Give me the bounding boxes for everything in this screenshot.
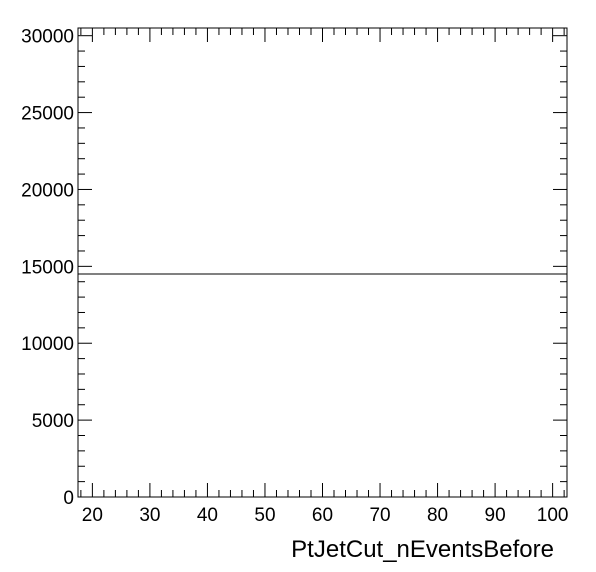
y-tick-label: 20000 [21, 180, 74, 201]
y-tick-label: 30000 [21, 27, 74, 48]
y-tick-label: 15000 [21, 257, 74, 278]
x-tick-label: 40 [197, 505, 218, 526]
plot-frame [77, 27, 568, 498]
x-tick-label: 20 [82, 505, 103, 526]
y-tick-label: 10000 [21, 334, 74, 355]
x-tick-labels: 20 30 40 50 60 70 80 90 100 [82, 505, 569, 526]
y-tick-labels: 0 5000 10000 15000 20000 25000 30000 [21, 27, 74, 509]
y-tick-label: 5000 [32, 411, 74, 432]
x-tick-label: 60 [312, 505, 333, 526]
x-tick-label: 90 [485, 505, 506, 526]
y-tick-label: 0 [63, 488, 74, 509]
x-tick-label: 30 [139, 505, 160, 526]
x-tick-label: 100 [537, 505, 569, 526]
x-axis-title: PtJetCut_nEventsBefore [291, 536, 554, 563]
minor-ticks [78, 28, 567, 497]
y-tick-label: 25000 [21, 104, 74, 125]
x-tick-label: 80 [427, 505, 448, 526]
x-tick-label: 50 [254, 505, 275, 526]
major-ticks [78, 28, 567, 498]
x-tick-label: 70 [369, 505, 390, 526]
